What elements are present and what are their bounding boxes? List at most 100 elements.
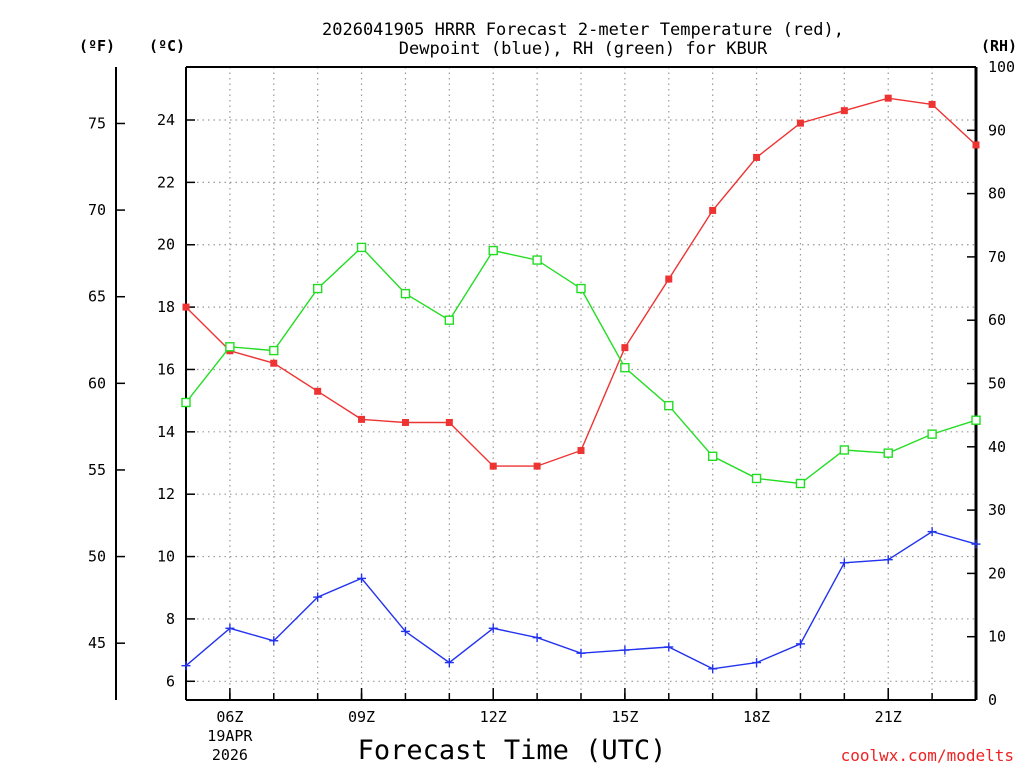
temperature-point	[972, 141, 980, 149]
temperature-point	[840, 107, 848, 115]
x-year-label: 2026	[212, 746, 248, 764]
fahrenheit-tick-label: 45	[88, 634, 106, 652]
temperature-point	[489, 462, 497, 470]
x-tick-label: 12Z	[480, 708, 507, 726]
rh-point	[532, 255, 542, 265]
dewpoint-point	[839, 558, 849, 568]
dewpoint-point	[664, 642, 674, 652]
series-rh	[181, 242, 981, 489]
rh-point	[576, 283, 586, 294]
dewpoint-point	[883, 555, 893, 565]
rh-point	[795, 478, 806, 489]
rh-point	[400, 288, 411, 299]
axes: 6 8 10 12 14 16 18 20 22 24 45 50 55 60 65 70 75 0 10 20 30 4…	[88, 58, 1015, 764]
celsius-tick-label: 12	[157, 485, 175, 503]
rh-point	[225, 342, 235, 352]
rh-tick-label: 0	[988, 691, 997, 709]
rh-tick-label: 60	[988, 311, 1006, 329]
temperature-point	[314, 387, 322, 395]
x-axis-label: Forecast Time (UTC)	[358, 735, 667, 766]
x-tick-label: 18Z	[743, 708, 770, 726]
dewpoint-point	[752, 658, 762, 668]
rh-tick-label: 100	[988, 58, 1015, 76]
rh-tick-label: 10	[988, 628, 1006, 646]
dewpoint-point	[620, 645, 630, 655]
rh-tick-label: 30	[988, 501, 1006, 519]
chart-title-line1: 2026041905 HRRR Forecast 2-meter Tempera…	[322, 20, 844, 40]
temperature-point	[533, 462, 541, 470]
rh-point	[488, 245, 498, 256]
fahrenheit-tick-label: 55	[88, 461, 106, 479]
rh-point	[269, 345, 279, 356]
dewpoint-point	[708, 664, 718, 674]
dewpoint-point	[795, 639, 805, 649]
dewpoint-point	[357, 573, 367, 583]
rh-point	[971, 415, 981, 425]
dewpoint-point	[971, 539, 981, 549]
temperature-point	[182, 303, 190, 311]
celsius-tick-label: 6	[166, 672, 175, 690]
rh-tick-label: 90	[988, 121, 1006, 139]
celsius-tick-label: 8	[166, 610, 175, 628]
temperature-point	[577, 447, 585, 455]
dewpoint-point	[444, 658, 454, 668]
celsius-tick-label: 24	[157, 111, 175, 129]
rh-point	[312, 283, 323, 294]
celsius-tick-label: 18	[157, 298, 175, 316]
temperature-point	[884, 94, 892, 102]
rh-tick-label: 70	[988, 248, 1006, 266]
data-series	[181, 94, 981, 674]
temperature-point	[928, 100, 936, 108]
temperature-point	[401, 418, 409, 426]
grid-lines	[186, 67, 976, 700]
dewpoint-point	[532, 633, 542, 643]
x-tick-label: 06Z	[216, 708, 243, 726]
rh-point	[664, 400, 674, 411]
temperature-point	[621, 344, 629, 352]
x-tick-label: 21Z	[875, 708, 902, 726]
temperature-point	[358, 415, 366, 423]
dewpoint-point	[927, 527, 937, 537]
dewpoint-point	[488, 623, 498, 633]
series-temperature	[182, 94, 980, 470]
rh-point	[356, 242, 367, 253]
temperature-point	[445, 418, 453, 426]
chart-title-line2: Dewpoint (blue), RH (green) for KBUR	[399, 39, 768, 59]
rh-unit-label: (RH)	[981, 37, 1017, 55]
rh-tick-label: 80	[988, 185, 1006, 203]
series-dewpoint	[181, 527, 981, 674]
temperature-point	[709, 206, 717, 214]
fahrenheit-tick-label: 65	[88, 288, 106, 306]
rh-point	[883, 448, 893, 458]
dewpoint-point	[313, 592, 323, 602]
dewpoint-point	[181, 661, 191, 671]
rh-point	[707, 451, 718, 461]
celsius-tick-label: 10	[157, 548, 175, 566]
dewpoint-point	[225, 623, 235, 633]
temperature-point	[270, 359, 278, 367]
temperature-point	[665, 275, 673, 283]
rh-point	[927, 429, 937, 439]
celsius-tick-label: 22	[157, 173, 175, 191]
x-tick-label: 15Z	[611, 708, 638, 726]
dewpoint-point	[269, 636, 279, 646]
fahrenheit-tick-label: 50	[88, 548, 106, 566]
celsius-unit-label: (ºC)	[149, 37, 185, 55]
fahrenheit-tick-label: 75	[88, 114, 106, 132]
rh-point	[444, 315, 455, 325]
x-date-label: 19APR	[207, 727, 253, 745]
rh-point	[839, 445, 850, 455]
celsius-tick-label: 14	[157, 423, 175, 441]
fahrenheit-tick-label: 70	[88, 201, 106, 219]
temperature-point	[796, 119, 804, 127]
dewpoint-point	[400, 626, 410, 636]
credit-text: coolwx.com/modelts	[841, 746, 1014, 765]
fahrenheit-unit-label: (ºF)	[79, 37, 115, 55]
dewpoint-point	[576, 648, 586, 658]
rh-tick-label: 40	[988, 438, 1006, 456]
x-tick-label: 09Z	[348, 708, 375, 726]
temperature-point	[753, 153, 761, 161]
rh-point	[620, 362, 630, 373]
rh-point	[181, 397, 191, 408]
